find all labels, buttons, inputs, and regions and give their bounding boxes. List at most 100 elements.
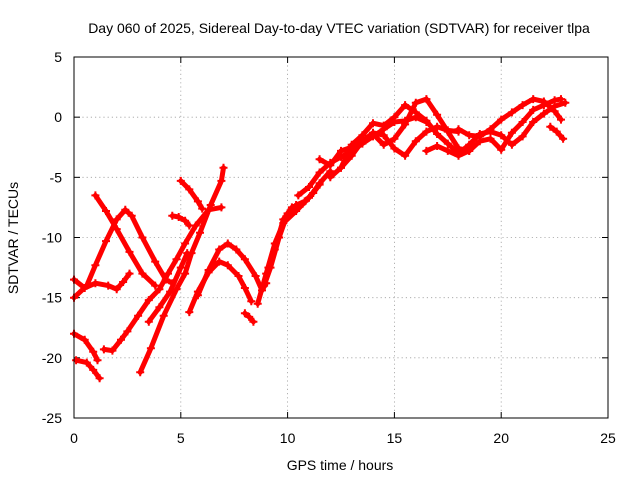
data-point [181, 269, 190, 278]
data-point [117, 335, 125, 344]
data-point [174, 213, 183, 221]
data-point [298, 199, 307, 208]
data-point [121, 205, 130, 214]
data-point [112, 215, 121, 224]
data-point [176, 263, 185, 272]
data-point [198, 204, 207, 213]
data-point [136, 368, 145, 377]
data-point [146, 344, 155, 353]
data-point [557, 95, 565, 104]
data-point [196, 228, 204, 237]
data-point [155, 285, 164, 294]
data-point [223, 261, 232, 270]
data-point [151, 257, 160, 266]
data-point [518, 118, 527, 126]
data-trace-arc-07 [137, 165, 226, 375]
data-point [465, 146, 474, 155]
data-point [294, 191, 303, 200]
data-point [279, 215, 288, 224]
data-point [443, 146, 452, 155]
data-point [206, 201, 215, 209]
plot-frame [73, 56, 609, 419]
data-point [91, 279, 100, 288]
data-trace-arc-03 [92, 192, 158, 289]
data-point [518, 101, 527, 110]
data-point [411, 137, 420, 146]
x-tick-label: 0 [70, 430, 78, 446]
x-tick-label: 10 [280, 430, 296, 446]
data-point [422, 116, 431, 125]
data-point [181, 216, 190, 225]
data-point [119, 278, 128, 286]
data-point [315, 155, 324, 164]
data-point [539, 109, 548, 118]
data-trace-arc-04 [71, 331, 100, 363]
data-trace-arc-05 [73, 357, 103, 381]
data-point [93, 356, 102, 365]
x-tick-label: 20 [493, 430, 509, 446]
y-tick-label: -15 [42, 290, 62, 306]
data-point [240, 309, 249, 318]
data-point [91, 261, 100, 270]
data-point [390, 113, 399, 122]
data-point [454, 125, 463, 134]
data-point [401, 101, 410, 110]
data-point [358, 131, 367, 140]
data-point [305, 183, 313, 191]
data-trace-arc-15 [261, 182, 323, 289]
data-point [159, 311, 168, 320]
data-point [401, 120, 410, 129]
x-tick-label: 5 [177, 430, 185, 446]
data-point [529, 95, 538, 104]
data-point [89, 365, 98, 374]
data-point [215, 257, 224, 266]
data-point [550, 107, 559, 116]
data-point [529, 118, 538, 126]
data-point [507, 128, 516, 137]
y-tick-label: 5 [54, 49, 62, 65]
data-point [260, 281, 269, 290]
data-point [183, 249, 192, 258]
data-point [561, 98, 570, 107]
x-axis-label: GPS time / hours [287, 457, 394, 473]
data-point [172, 255, 181, 264]
data-point [134, 311, 143, 320]
data-point [204, 266, 213, 274]
data-point [125, 269, 134, 278]
y-tick-label: -25 [42, 410, 62, 426]
data-point [539, 97, 548, 106]
data-trace-arc-16 [265, 201, 306, 271]
data-point [433, 130, 442, 138]
data-point [454, 151, 463, 160]
data-point [379, 140, 388, 149]
data-point [112, 225, 121, 234]
data-point [264, 263, 273, 272]
data-point [166, 287, 175, 296]
data-point [193, 197, 202, 206]
y-tick-label: 0 [54, 109, 62, 125]
data-point [497, 115, 506, 124]
data-point [422, 127, 431, 136]
data-point [401, 151, 410, 160]
data-point [326, 161, 335, 170]
data-point [217, 176, 226, 185]
data-point [253, 299, 262, 308]
data-point [82, 358, 91, 367]
data-point [217, 203, 226, 212]
data-point [411, 108, 420, 117]
y-axis-label: SDTVAR / TECUs [5, 182, 21, 294]
data-trace-arc-11 [186, 259, 254, 315]
data-point [219, 163, 228, 172]
data-point [422, 95, 431, 104]
data-point [82, 281, 91, 290]
data-point [99, 345, 108, 354]
data-point [507, 108, 516, 117]
data-trace-arc-10 [178, 178, 205, 212]
data-point [497, 131, 506, 140]
data-point [108, 346, 117, 355]
data-point [443, 127, 452, 136]
data-point [168, 211, 177, 220]
x-tick-label: 15 [387, 430, 403, 446]
data-point [91, 191, 100, 200]
data-point [164, 269, 172, 278]
